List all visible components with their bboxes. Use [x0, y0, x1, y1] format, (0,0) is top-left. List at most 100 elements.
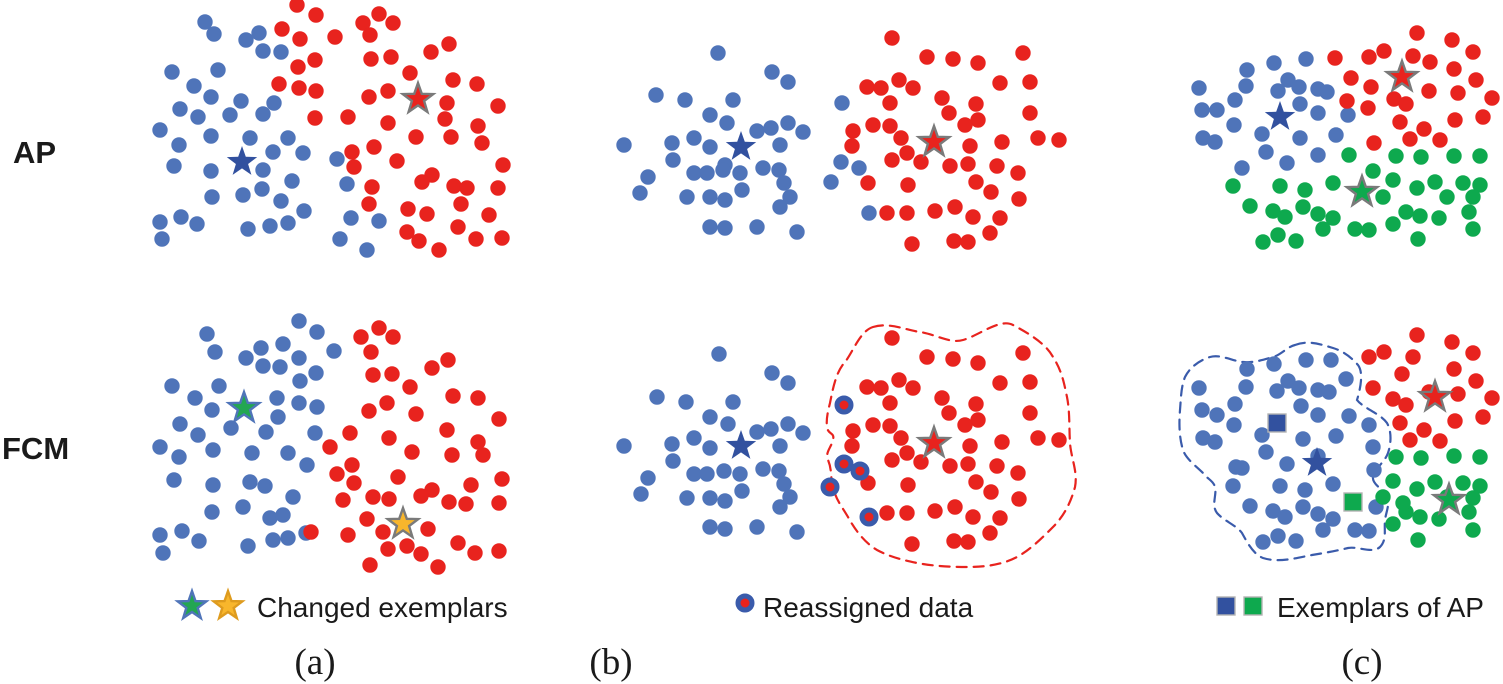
ap-c-green-cluster	[1465, 221, 1481, 237]
ap-b-blue-cluster	[679, 189, 695, 205]
ap-c-blue-cluster	[1226, 117, 1242, 133]
fcm-a-blue-cluster	[155, 545, 171, 561]
ap-a-red-cluster	[291, 80, 307, 96]
ap-a-blue-cluster	[172, 101, 188, 117]
caption-c: (c)	[1341, 642, 1383, 683]
fcm-a-blue-cluster	[223, 420, 239, 436]
fcm-b-red-cluster	[970, 412, 986, 428]
ap-b-red-cluster	[884, 152, 900, 168]
fcm-c-red-cluster	[1385, 391, 1401, 407]
fcm-b-blue-cluster	[732, 466, 748, 482]
fcm-c-blue-cluster	[1254, 427, 1270, 443]
ap-c-blue-cluster	[1191, 80, 1207, 96]
fcm-a-red-cluster	[359, 511, 375, 527]
ap-a-red-cluster	[385, 15, 401, 31]
fcm-c-red-cluster	[1394, 366, 1410, 382]
fcm-c-blue-cluster	[1277, 509, 1293, 525]
ap-b-blue-cluster	[699, 165, 715, 181]
fcm-a-red-cluster	[322, 439, 338, 455]
fcm-a-blue-cluster	[204, 402, 220, 418]
fcm-a-red-cluster	[346, 475, 362, 491]
fcm-c-blue-cluster	[1310, 506, 1326, 522]
fcm-c-blue-cluster	[1226, 417, 1242, 433]
ap-a-blue-cluster	[171, 137, 187, 153]
fcm-c-green-cluster	[1446, 448, 1462, 464]
ap-b-red-cluster	[934, 90, 950, 106]
ap-a-blue-cluster	[332, 231, 348, 247]
fcm-b-red-cluster	[962, 438, 978, 454]
ap-a-red-cluster	[327, 29, 343, 45]
ap-b-red-cluster	[962, 138, 978, 154]
fcm-a-blue-cluster	[257, 478, 273, 494]
ap-b-blue-cluster	[772, 137, 788, 153]
ap-a-red-cluster	[419, 206, 435, 222]
fcm-c-blue-cluster	[1293, 398, 1309, 414]
fcm-c-blue-cluster	[1234, 460, 1250, 476]
fcm-a-red-cluster	[404, 444, 420, 460]
ap-c-red-cluster	[1398, 96, 1414, 112]
fcm-c-blue-exemplar-star	[1301, 447, 1333, 476]
fcm-c-blue-cluster	[1365, 439, 1381, 455]
ap-a-red-cluster	[380, 115, 396, 131]
ap-c-green-cluster	[1409, 180, 1425, 196]
fcm-b-blue-cluster	[686, 430, 702, 446]
fcm-a-blue-cluster	[199, 326, 215, 342]
ap-c-red-cluster	[1327, 50, 1343, 66]
fcm-a-blue-cluster	[242, 474, 258, 490]
ap-c-green-cluster	[1410, 231, 1426, 247]
ap-b-red-cluster	[860, 175, 876, 191]
fcm-c-green-cluster	[1472, 478, 1488, 494]
ap-a-red-cluster	[380, 83, 396, 99]
fcm-a-red-cluster	[470, 390, 486, 406]
fcm-c-ap-exemplar-square-blue	[1267, 413, 1287, 433]
ap-c-red-cluster	[1468, 72, 1484, 88]
fcm-a-blue-cluster	[204, 504, 220, 520]
fcm-a-blue-cluster	[174, 523, 190, 539]
ap-a-blue-cluster	[339, 176, 355, 192]
fcm-c-blue-cluster	[1266, 356, 1282, 372]
ap-c-green-exemplar-star	[1343, 172, 1381, 208]
fcm-a-blue-cluster	[280, 445, 296, 461]
ap-b-red-cluster	[845, 123, 861, 139]
ap-b-red-cluster	[960, 234, 976, 250]
ap-c-blue-cluster	[1292, 130, 1308, 146]
ap-b-red-cluster	[1030, 130, 1046, 146]
fcm-c-green-cluster	[1412, 509, 1428, 525]
ap-b-blue-exemplar-star	[725, 131, 757, 160]
fcm-b-red-cluster	[965, 509, 981, 525]
ap-b-blue-cluster	[719, 115, 735, 131]
ap-a-blue-cluster	[203, 89, 219, 105]
ap-c-green-cluster	[1277, 209, 1293, 225]
fcm-b-reassigned-data	[834, 395, 854, 415]
fcm-a-red-cluster	[335, 492, 351, 508]
ap-a-red-cluster	[308, 7, 324, 23]
ap-c-green-cluster	[1270, 227, 1286, 243]
ap-b-red-cluster	[989, 158, 1005, 174]
ap-c-blue-cluster	[1340, 107, 1356, 123]
ap-a-red-cluster	[414, 174, 430, 190]
fcm-a-blue-cluster	[205, 477, 221, 493]
fcm-c-green-cluster	[1375, 489, 1391, 505]
ap-a-blue-cluster	[210, 62, 226, 78]
ap-b-blue-cluster	[702, 219, 718, 235]
ap-c-green-cluster	[1385, 216, 1401, 232]
fcm-a-red-cluster	[491, 495, 507, 511]
ap-c-red-cluster	[1450, 85, 1466, 101]
fcm-b-red-cluster	[957, 417, 973, 433]
fcm-a-blue-cluster	[309, 399, 325, 415]
fcm-a-red-cluster	[385, 329, 401, 345]
ap-a-blue-cluster	[189, 216, 205, 232]
ap-c-blue-cluster	[1227, 92, 1243, 108]
ap-a-red-cluster	[474, 135, 490, 151]
ap-c-blue-cluster	[1207, 134, 1223, 150]
ap-a-red-cluster	[292, 31, 308, 47]
ap-a-red-cluster	[366, 139, 382, 155]
fcm-b-blue-cluster	[633, 486, 649, 502]
ap-b-blue-cluster	[771, 162, 787, 178]
ap-b-blue-cluster	[732, 165, 748, 181]
fcm-b-blue-cluster	[711, 346, 727, 362]
fcm-c-blue-cluster	[1265, 503, 1281, 519]
fcm-c-red-cluster	[1402, 432, 1418, 448]
legend-marker-ringed-dot-2	[735, 593, 755, 613]
